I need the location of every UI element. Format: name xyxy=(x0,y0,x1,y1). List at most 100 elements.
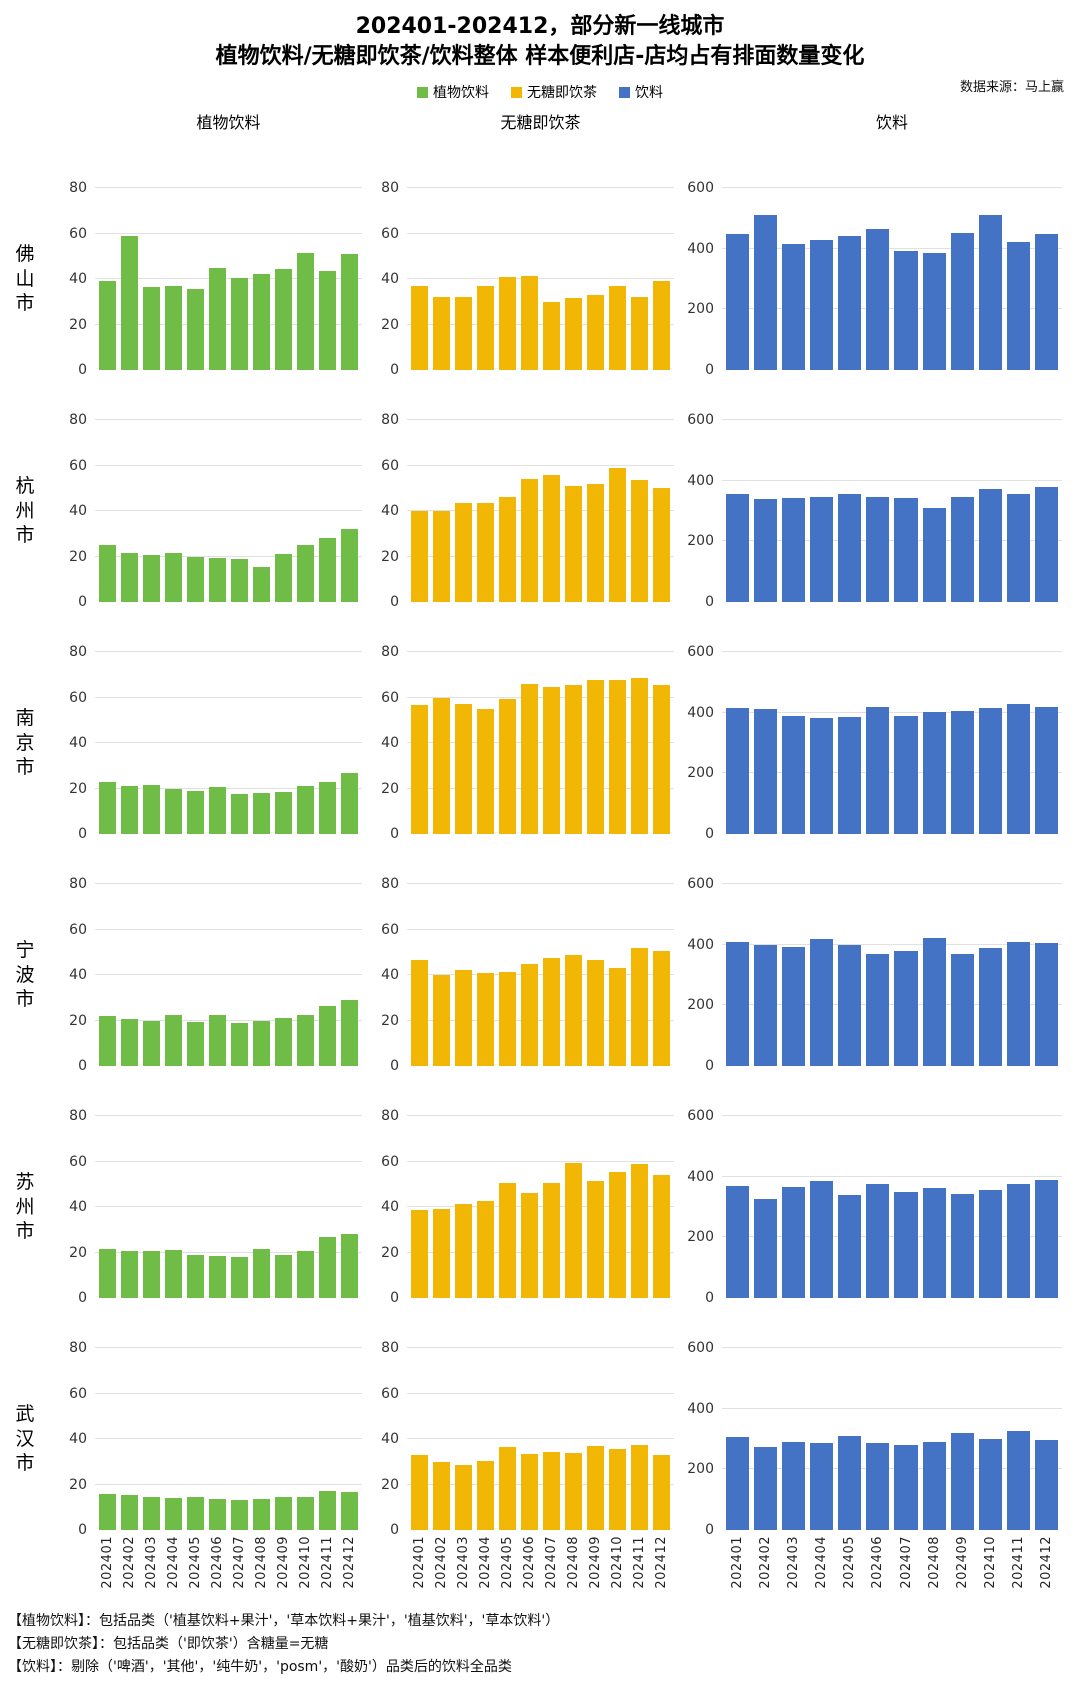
gridline xyxy=(407,323,674,325)
x-tick-label: 202407 xyxy=(544,1536,559,1589)
y-tick-label: 0 xyxy=(705,826,714,842)
bar-202401 xyxy=(726,233,750,370)
bar-202401 xyxy=(99,545,116,602)
bar-202411 xyxy=(1006,1184,1030,1298)
x-tick-slot: 202401 xyxy=(726,1530,749,1600)
chart-苏州市-无糖即饮茶: 0 20 40 60 80 xyxy=(362,1066,674,1306)
gridline xyxy=(722,943,1062,945)
y-tick-label: 80 xyxy=(69,1108,87,1124)
bar-202404 xyxy=(165,1498,182,1530)
plot-area xyxy=(407,419,674,602)
x-axis-spacer xyxy=(0,1530,50,1600)
gridline xyxy=(722,1468,1062,1470)
gridline xyxy=(95,1438,362,1439)
plot-area xyxy=(407,883,674,1066)
bar-202405 xyxy=(838,235,862,370)
bar-202404 xyxy=(810,239,834,370)
y-tick-label: 20 xyxy=(381,1244,399,1261)
x-tick-slot: 202409 xyxy=(587,1530,604,1600)
plot-area xyxy=(407,1115,674,1298)
bar-202401 xyxy=(411,511,428,602)
bar-202407 xyxy=(543,1183,560,1298)
chart-宁波市-饮料: 0 200 400 600 xyxy=(674,834,1080,1074)
bar-202402 xyxy=(754,498,778,602)
bar-202403 xyxy=(782,1187,806,1298)
plot-area xyxy=(95,187,362,370)
bar-202410 xyxy=(978,708,1002,834)
chart-杭州市-饮料: 0 200 400 600 xyxy=(674,370,1080,610)
x-axis-pad xyxy=(362,1530,407,1600)
bar-202407 xyxy=(543,957,560,1066)
y-axis-5-2: 0 200 400 600 xyxy=(674,1340,722,1538)
bar-202412 xyxy=(653,1175,670,1298)
bar-202411 xyxy=(1006,241,1030,370)
y-tick-label: 40 xyxy=(381,967,399,983)
gridline xyxy=(407,278,674,279)
bar-202407 xyxy=(894,498,918,602)
x-tick-slot: 202401 xyxy=(411,1530,428,1600)
bar-202405 xyxy=(187,1254,204,1298)
bar-202401 xyxy=(99,1249,116,1298)
bars-3-1 xyxy=(407,884,674,1066)
chart-杭州市-植物饮料: 0 20 40 60 80 xyxy=(50,370,362,610)
bar-202408 xyxy=(922,711,946,834)
bar-202402 xyxy=(433,975,450,1066)
plot-area xyxy=(95,419,362,602)
gridline xyxy=(722,1115,1062,1116)
gridline xyxy=(407,464,674,466)
y-axis-5-1: 0 20 40 60 80 xyxy=(362,1340,407,1538)
x-tick-slot: 202406 xyxy=(521,1530,538,1600)
x-tick-slot: 202407 xyxy=(543,1530,560,1600)
bar-202407 xyxy=(894,716,918,834)
plot-area xyxy=(722,187,1062,370)
y-tick-label: 80 xyxy=(69,1340,87,1356)
bar-202403 xyxy=(782,946,806,1066)
bar-202412 xyxy=(653,951,670,1066)
x-tick-labels: 202401 202402 202403 202404 202405 202406 2024… xyxy=(722,1530,1062,1600)
bar-202408 xyxy=(253,1020,270,1066)
gridline xyxy=(407,1251,674,1253)
plot-area xyxy=(407,1347,674,1530)
bar-202412 xyxy=(653,488,670,602)
gridline xyxy=(407,1392,674,1394)
bar-202408 xyxy=(922,252,946,370)
bar-202409 xyxy=(587,1180,604,1298)
x-tick-label: 202401 xyxy=(100,1536,115,1589)
gridline xyxy=(722,772,1062,774)
gridline xyxy=(722,711,1062,713)
x-axis-pad xyxy=(674,1530,722,1600)
bar-202403 xyxy=(782,244,806,370)
x-tick-slot: 202405 xyxy=(838,1530,861,1600)
gridline xyxy=(722,1175,1062,1177)
bar-202405 xyxy=(187,1497,204,1530)
y-tick-label: 80 xyxy=(69,644,87,660)
bar-202410 xyxy=(978,1439,1002,1530)
bar-202401 xyxy=(411,1210,428,1298)
y-axis-1-2: 0 200 400 600 xyxy=(674,412,722,610)
x-axis-pad xyxy=(50,1530,95,1600)
y-tick-label: 0 xyxy=(78,594,87,610)
x-tick-slot: 202409 xyxy=(275,1530,292,1600)
bar-202406 xyxy=(866,706,890,834)
bar-202411 xyxy=(319,1491,336,1530)
gridline xyxy=(95,651,362,652)
bar-202402 xyxy=(121,1019,138,1066)
bar-202403 xyxy=(455,704,472,834)
bar-202402 xyxy=(121,553,138,602)
bars-1-2 xyxy=(722,420,1062,602)
gridline xyxy=(95,1160,362,1162)
y-tick-label: 60 xyxy=(69,1153,87,1170)
bars-1-1 xyxy=(407,420,674,602)
gridline xyxy=(95,464,362,466)
x-tick-label: 202408 xyxy=(254,1536,269,1589)
bar-202411 xyxy=(631,480,648,602)
bar-202412 xyxy=(341,253,358,370)
y-tick-label: 80 xyxy=(69,412,87,428)
x-tick-slot: 202406 xyxy=(209,1530,226,1600)
bar-202408 xyxy=(922,938,946,1066)
x-tick-label: 202411 xyxy=(1010,1536,1026,1589)
bar-202408 xyxy=(922,1188,946,1298)
bar-202412 xyxy=(653,1454,670,1530)
y-tick-label: 0 xyxy=(390,594,399,610)
gridline xyxy=(407,187,674,188)
